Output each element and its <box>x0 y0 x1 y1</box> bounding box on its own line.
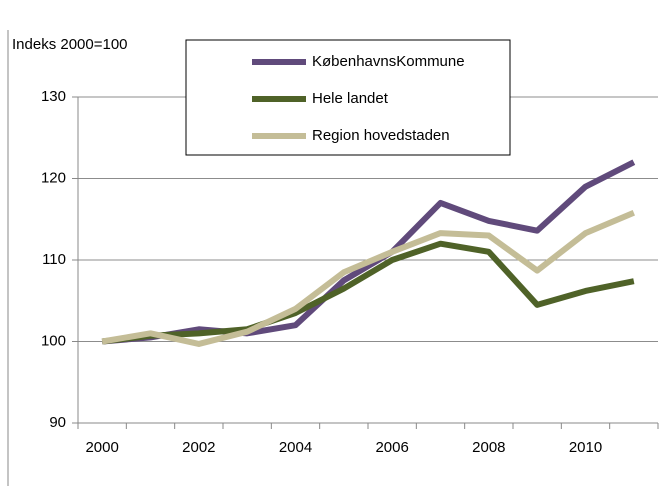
x-tick-label: 2002 <box>182 439 215 456</box>
y-tick-label: 120 <box>41 169 66 186</box>
y-axis-label: Indeks 2000=100 <box>12 36 128 53</box>
y-tick-label: 90 <box>49 414 66 431</box>
x-tick-label: 2010 <box>569 439 602 456</box>
y-tick-label: 100 <box>41 332 66 349</box>
x-tick-label: 2000 <box>85 439 118 456</box>
legend-box <box>185 39 511 156</box>
legend-label: Hele landet <box>312 90 389 107</box>
y-tick-label: 110 <box>42 251 66 268</box>
legend-label: KøbenhavnsKommune <box>312 53 465 70</box>
x-tick-label: 2008 <box>472 439 505 456</box>
x-tick-label: 2006 <box>375 439 408 456</box>
y-tick-label: 130 <box>41 88 66 105</box>
series-line <box>101 240 635 345</box>
x-tick-label: 2004 <box>279 439 312 456</box>
legend-label: Region hovedstaden <box>312 127 450 144</box>
series-line <box>101 209 635 347</box>
series-line <box>101 159 636 345</box>
